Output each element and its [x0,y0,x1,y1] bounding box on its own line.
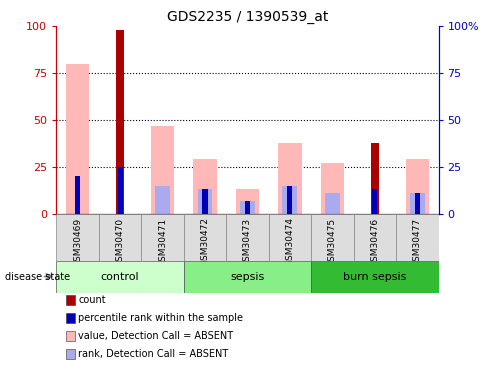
Bar [287,186,293,214]
Bar [311,261,439,292]
Text: GSM30472: GSM30472 [200,217,210,267]
Bar [197,189,213,214]
Text: GSM30470: GSM30470 [116,217,124,267]
Bar [396,214,439,261]
Bar [75,176,80,214]
Bar [118,167,122,214]
Text: burn sepsis: burn sepsis [343,272,407,282]
Text: count: count [78,295,106,304]
Bar [354,214,396,261]
Text: percentile rank within the sample: percentile rank within the sample [78,313,244,322]
Text: GSM30474: GSM30474 [285,217,294,267]
Bar [240,201,255,214]
Text: GSM30476: GSM30476 [370,217,379,267]
Text: disease state: disease state [5,272,70,282]
Text: GSM30469: GSM30469 [73,217,82,267]
Bar [151,126,174,214]
Bar [155,186,170,214]
Bar [370,142,379,214]
Bar [410,193,425,214]
Text: GSM30473: GSM30473 [243,217,252,267]
Bar [193,159,217,214]
Bar [282,186,297,214]
Bar [66,64,89,214]
Bar [278,142,301,214]
Bar [311,214,354,261]
Text: GSM30471: GSM30471 [158,217,167,267]
Bar [245,201,250,214]
Bar [56,214,99,261]
Bar [226,214,269,261]
Bar [56,261,184,292]
Bar [325,193,340,214]
Title: GDS2235 / 1390539_at: GDS2235 / 1390539_at [167,10,328,24]
Bar [320,163,344,214]
Bar [202,189,208,214]
Text: sepsis: sepsis [230,272,265,282]
Bar [406,159,429,214]
Text: GSM30475: GSM30475 [328,217,337,267]
Text: rank, Detection Call = ABSENT: rank, Detection Call = ABSENT [78,349,229,358]
Text: GSM30477: GSM30477 [413,217,422,267]
Bar [99,214,141,261]
Bar [415,193,420,214]
Bar [184,214,226,261]
Text: control: control [101,272,139,282]
Bar [141,214,184,261]
Bar [116,30,124,214]
Bar [269,214,311,261]
Bar [184,261,311,292]
Bar [372,189,377,214]
Text: value, Detection Call = ABSENT: value, Detection Call = ABSENT [78,331,234,340]
Bar [236,189,259,214]
